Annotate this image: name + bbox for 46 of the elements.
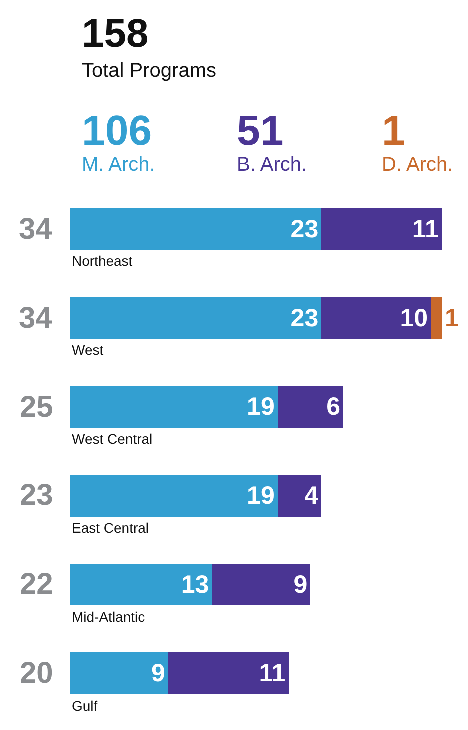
series-label: M. Arch. — [82, 154, 156, 176]
y-tick-label: Mid-Atlantic — [72, 609, 146, 625]
data-label: 9 — [294, 570, 308, 599]
data-label: 11 — [412, 215, 439, 244]
bar — [70, 652, 168, 694]
data-label: 13 — [181, 570, 210, 599]
text: 51 — [237, 107, 284, 154]
bar — [70, 386, 278, 428]
y-tick-label: Northeast — [72, 253, 133, 269]
bar — [322, 208, 442, 250]
data-label: 19 — [247, 393, 275, 422]
data-label: 19 — [247, 482, 275, 510]
y-tick-label: East Central — [72, 520, 150, 536]
total-label: 34 — [19, 302, 53, 335]
data-label: 23 — [290, 304, 319, 332]
data-label: 23 — [290, 215, 319, 244]
bar — [278, 386, 344, 428]
bar — [212, 564, 311, 606]
bar — [70, 297, 322, 340]
total-label: 20 — [20, 657, 54, 690]
data-label: 10 — [400, 304, 428, 332]
data-label: 4 — [304, 482, 319, 510]
y-tick-label: Gulf — [72, 698, 98, 714]
data-label: 11 — [259, 660, 286, 688]
chart-title: 158 — [82, 12, 149, 56]
y-tick-label: West — [72, 342, 104, 358]
text: 106 — [82, 107, 152, 154]
total-label: 23 — [20, 479, 54, 512]
text: D. Arch. — [382, 154, 454, 176]
y-tick-label: West Central — [72, 431, 153, 447]
data-label: 9 — [152, 660, 166, 688]
bar — [70, 564, 212, 606]
bar — [431, 297, 442, 340]
series-label: B. Arch. — [237, 154, 308, 176]
bar — [322, 297, 432, 340]
bar — [70, 475, 278, 517]
text: 1 — [382, 107, 406, 154]
data-label: 6 — [326, 393, 340, 422]
total-label: 25 — [20, 391, 54, 424]
bar — [278, 475, 322, 517]
bar — [168, 652, 289, 694]
data-label: 1 — [444, 304, 459, 332]
total-label: 22 — [20, 568, 54, 601]
chart-subtitle: Total Programs — [82, 60, 216, 82]
bar — [70, 208, 322, 250]
total-label: 34 — [19, 213, 53, 246]
